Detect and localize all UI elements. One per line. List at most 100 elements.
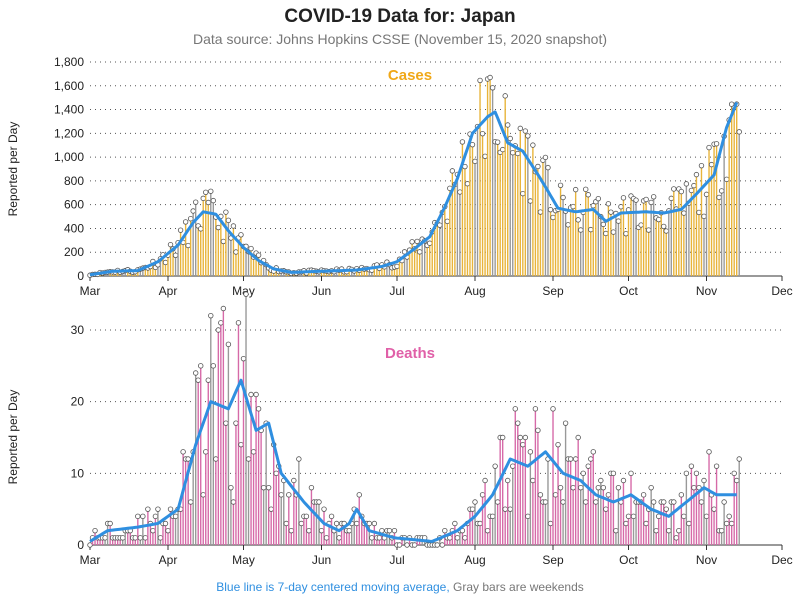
data-point	[650, 194, 657, 200]
data-point	[487, 74, 493, 81]
data-bar	[519, 437, 521, 545]
data-bar	[635, 200, 637, 276]
y-tick-label: 1,000	[54, 150, 84, 164]
data-bar	[673, 502, 675, 545]
data-bar	[116, 537, 119, 545]
data-point	[681, 210, 687, 216]
data-bar	[668, 210, 670, 276]
y-tick-label: 0	[77, 269, 84, 283]
x-tick-label: Aug	[464, 284, 485, 298]
data-point	[512, 406, 518, 412]
data-point	[713, 463, 720, 469]
data-bar	[622, 480, 625, 545]
data-bar	[184, 459, 187, 545]
data-bar	[260, 262, 262, 276]
data-bar	[162, 254, 164, 276]
data-point	[731, 470, 737, 477]
data-bar	[673, 188, 675, 276]
data-bar	[527, 135, 529, 276]
data-bar	[192, 451, 194, 545]
data-point	[716, 194, 722, 201]
data-point	[464, 181, 471, 187]
data-bar	[713, 144, 715, 276]
data-point	[645, 227, 652, 233]
data-point	[248, 391, 254, 398]
y-tick-label: 1,400	[54, 103, 84, 117]
data-bar	[537, 166, 539, 276]
x-tick-label: Apr	[159, 284, 178, 298]
data-bar	[386, 530, 388, 545]
data-bar	[620, 502, 622, 545]
data-point	[192, 199, 199, 205]
data-point	[283, 520, 289, 527]
data-bar	[200, 228, 202, 276]
data-point	[215, 224, 222, 231]
data-point	[643, 520, 649, 527]
data-point	[600, 484, 607, 491]
data-bar	[489, 516, 491, 545]
data-bar	[456, 537, 459, 545]
data-bar	[441, 212, 443, 276]
data-bar	[569, 459, 572, 545]
data-bar	[647, 509, 650, 545]
data-point	[638, 222, 644, 228]
data-bar	[127, 530, 129, 545]
data-bar	[675, 209, 678, 276]
data-bar	[514, 145, 516, 276]
data-point	[572, 186, 579, 193]
data-point	[661, 223, 667, 230]
data-bar	[169, 244, 172, 276]
data-bar	[670, 198, 672, 276]
data-bar	[507, 124, 509, 277]
x-tick-label: Mar	[80, 553, 101, 567]
data-bar	[640, 225, 642, 276]
data-bar	[184, 221, 187, 276]
data-point	[575, 217, 581, 223]
data-point	[593, 499, 599, 505]
data-point	[696, 209, 702, 216]
data-bar	[617, 487, 620, 545]
data-bar	[167, 530, 169, 545]
data-bar	[366, 523, 368, 545]
data-bar	[678, 530, 680, 545]
data-bar	[431, 231, 433, 276]
data-point	[394, 263, 400, 270]
data-bar	[668, 530, 670, 545]
data-point	[278, 492, 284, 498]
data-point	[220, 238, 227, 245]
data-bar	[504, 509, 506, 545]
data-bar	[418, 251, 421, 276]
data-bar	[627, 516, 630, 545]
data-bar	[335, 523, 338, 545]
data-bar	[172, 248, 174, 276]
x-tick-label: Sep	[542, 284, 564, 298]
data-bar	[242, 246, 245, 276]
data-bar	[295, 494, 298, 545]
data-bar	[564, 211, 567, 276]
data-point	[167, 506, 174, 512]
data-bar	[358, 270, 360, 276]
data-bar	[217, 227, 220, 276]
data-bar	[663, 226, 665, 276]
data-bar	[554, 494, 557, 545]
data-bar	[267, 267, 270, 276]
data-point	[542, 499, 549, 505]
data-point	[87, 542, 93, 548]
data-point	[303, 513, 310, 520]
data-point	[185, 456, 191, 462]
data-bar	[250, 248, 252, 276]
y-tick-label: 30	[71, 323, 85, 337]
data-bar	[612, 232, 615, 276]
data-bar	[728, 516, 730, 545]
data-bar	[320, 530, 323, 545]
data-point	[248, 245, 254, 252]
data-bar	[179, 230, 182, 276]
data-bar	[725, 523, 728, 545]
data-point	[605, 492, 612, 498]
x-tick-label: Dec	[771, 284, 792, 298]
data-point	[155, 506, 161, 512]
data-bar	[532, 480, 534, 545]
data-bar	[245, 246, 247, 276]
data-bar	[222, 308, 225, 545]
data-bar	[290, 530, 293, 545]
